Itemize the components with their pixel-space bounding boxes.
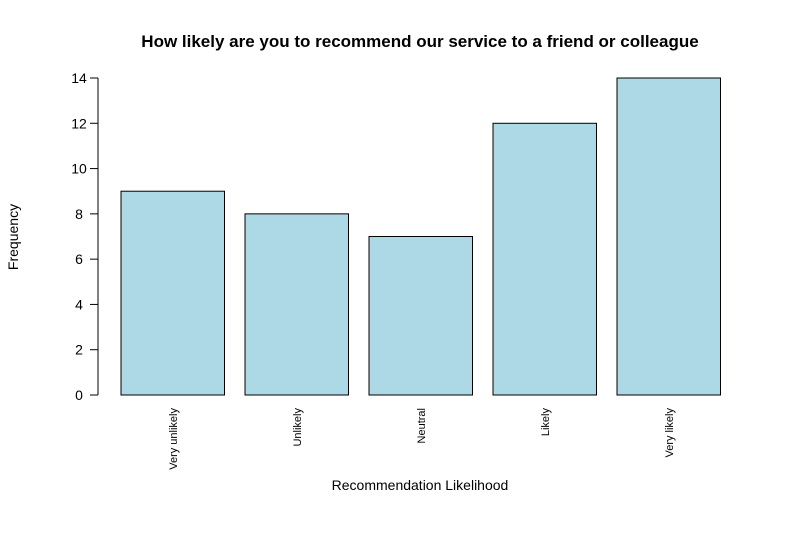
bar (120, 190, 225, 396)
y-axis-label: Frequency (5, 204, 21, 270)
bar (368, 236, 473, 396)
y-tick-label: 14 (71, 70, 87, 86)
x-tick-label: Very unlikely (168, 408, 180, 470)
x-tick-labels: Very unlikely Unlikely Neutral Likely Very l… (168, 408, 676, 470)
bar (244, 213, 349, 396)
y-axis: 0 2 4 6 8 10 12 14 (71, 70, 99, 403)
y-tick-label: 4 (75, 296, 83, 312)
y-tick-label: 2 (75, 342, 83, 358)
x-tick-label: Very likely (664, 408, 676, 458)
bars (120, 77, 721, 396)
bar (492, 122, 597, 396)
x-tick-label: Likely (540, 408, 552, 437)
y-tick-label: 6 (75, 251, 83, 267)
bar (616, 77, 721, 396)
y-tick-label: 8 (75, 206, 83, 222)
chart-title: How likely are you to recommend our serv… (141, 32, 698, 51)
y-tick-label: 10 (71, 161, 87, 177)
x-axis-label: Recommendation Likelihood (332, 477, 509, 493)
x-tick-label: Neutral (416, 408, 428, 443)
y-tick-label: 0 (75, 387, 83, 403)
x-tick-label: Unlikely (292, 408, 304, 447)
y-tick-label: 12 (71, 115, 87, 131)
